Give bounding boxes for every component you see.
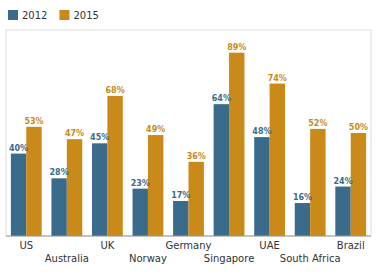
category-label: Germany xyxy=(166,240,212,251)
bar xyxy=(254,137,269,236)
chart: 40% 28% 45% 23% 17% 64% 48% 16% 24% 53% 47% 68% 49% 3… xyxy=(0,0,377,274)
bar xyxy=(26,127,41,236)
data-label: 53% xyxy=(24,117,43,126)
data-label: 23% xyxy=(131,179,150,188)
bar xyxy=(189,162,204,236)
data-label: 64% xyxy=(212,94,231,103)
category-label: US xyxy=(19,240,33,251)
data-label: 52% xyxy=(308,119,327,128)
bar xyxy=(351,133,366,236)
category-label: South Africa xyxy=(280,253,341,264)
data-label: 28% xyxy=(50,168,69,177)
category-label: UK xyxy=(100,240,114,251)
bar xyxy=(92,143,107,236)
bar xyxy=(148,135,163,236)
category-label: UAE xyxy=(259,240,279,251)
bar xyxy=(51,178,66,236)
data-label: 24% xyxy=(333,177,352,186)
data-label: 36% xyxy=(187,152,206,161)
data-labels: 40% 28% 45% 23% 17% 64% 48% 16% 24% 53% 47% 68% 49% 3… xyxy=(9,43,368,202)
category-label: Australia xyxy=(45,253,89,264)
legend-label: 2015 xyxy=(73,10,98,21)
data-label: 45% xyxy=(90,133,109,142)
data-label: 49% xyxy=(146,125,165,134)
category-label: Norway xyxy=(129,253,167,264)
bar xyxy=(133,189,148,236)
bars xyxy=(11,53,366,236)
bar xyxy=(214,104,229,236)
data-label: 17% xyxy=(171,191,190,200)
category-label: Singapore xyxy=(204,253,254,264)
data-label: 50% xyxy=(349,123,368,132)
data-label: 48% xyxy=(252,127,271,136)
legend-swatch xyxy=(8,10,18,20)
legend-swatch xyxy=(59,10,69,20)
bar xyxy=(229,53,244,236)
category-label: Brazil xyxy=(337,240,365,251)
bar xyxy=(67,139,82,236)
bar xyxy=(11,154,26,236)
bar xyxy=(310,129,325,236)
bar xyxy=(107,96,122,236)
bar xyxy=(270,84,285,236)
bar xyxy=(295,203,310,236)
data-label: 16% xyxy=(293,193,312,202)
data-label: 40% xyxy=(9,144,28,153)
data-label: 89% xyxy=(227,43,246,52)
data-label: 47% xyxy=(65,129,84,138)
bar xyxy=(173,201,188,236)
baseline xyxy=(6,236,371,237)
plot-frame xyxy=(6,30,371,236)
data-label: 74% xyxy=(268,74,287,83)
data-label: 68% xyxy=(106,86,125,95)
bar xyxy=(335,187,350,236)
legend-label: 2012 xyxy=(22,10,47,21)
chart-container: 40% 28% 45% 23% 17% 64% 48% 16% 24% 53% 47% 68% 49% 3… xyxy=(0,0,377,274)
legend: 2012 2015 xyxy=(8,10,99,21)
